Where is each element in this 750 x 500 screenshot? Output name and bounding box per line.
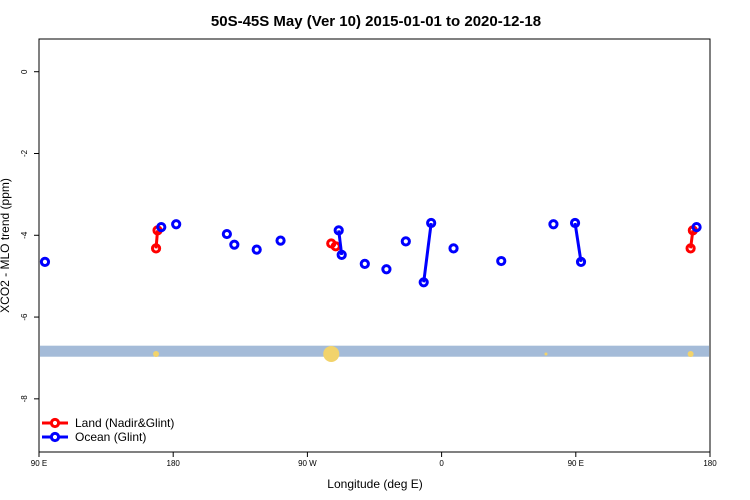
series-1-point-11 — [400, 236, 411, 247]
map-land-marker-0 — [153, 350, 160, 357]
map-strip — [40, 345, 709, 357]
y-tick-label-1: -2 — [20, 149, 29, 157]
x-tick-label-1: 180 — [167, 459, 181, 468]
y-tick-label-0: 0 — [20, 69, 29, 74]
chart-title: 50S-45S May (Ver 10) 2015-01-01 to 2020-… — [211, 13, 541, 30]
series-1-point-13 — [426, 217, 437, 229]
series-0-point-0 — [150, 243, 162, 254]
series-1-point-19 — [691, 221, 702, 233]
series-1-point-3 — [221, 228, 232, 240]
map-land-marker-1 — [323, 345, 340, 362]
series-1-point-17 — [569, 217, 581, 229]
y-tick-label-2: -4 — [20, 231, 29, 239]
series-1-point-9 — [359, 258, 370, 270]
legend-label-0: Land (Nadir&Glint) — [75, 416, 174, 430]
plot-area: 90 E 180 90 W 0 90 E 180 0 -2 -4 -6 -8 — [20, 38, 717, 468]
series-1-point-2 — [171, 219, 182, 230]
y-axis-label: XCO2 - MLO trend (ppm) — [0, 178, 12, 313]
series-1-segment-1 — [422, 222, 433, 283]
series-1-point-1 — [156, 221, 167, 233]
legend-label-1: Ocean (Glint) — [75, 430, 146, 444]
series-1-point-8 — [336, 249, 347, 261]
plot-frame — [38, 38, 711, 453]
map-land-marker-2 — [544, 352, 548, 356]
series-1-point-14 — [448, 243, 459, 254]
y-tick-label-3: -6 — [20, 313, 29, 321]
series-1-point-15 — [496, 255, 507, 267]
legend-marker-0 — [49, 417, 61, 429]
x-tick-label-4: 90 E — [568, 459, 584, 468]
series-1-point-16 — [548, 219, 559, 230]
y-tick-label-4: -8 — [20, 395, 29, 403]
series-1-point-6 — [275, 235, 286, 246]
map-land-marker-3 — [687, 350, 694, 357]
legend: Land (Nadir&Glint)Ocean (Glint) — [42, 416, 174, 444]
series-1-point-5 — [251, 244, 262, 255]
series-1-point-12 — [418, 277, 429, 288]
x-tick-label-5: 180 — [703, 459, 717, 468]
series-1-point-7 — [333, 225, 344, 236]
series-1-point-18 — [575, 256, 587, 267]
legend-marker-1 — [49, 431, 61, 443]
series-1-point-10 — [381, 264, 392, 275]
series-0-point-3 — [330, 241, 341, 252]
series-1-point-0 — [39, 256, 51, 267]
x-tick-label-0: 90 E — [31, 459, 47, 468]
x-tick-label-3: 0 — [439, 459, 444, 468]
series-1-point-4 — [229, 239, 240, 250]
series-0-point-4 — [685, 243, 696, 254]
x-axis-label: Longitude (deg E) — [327, 477, 422, 491]
series-1-segment-2 — [573, 222, 583, 263]
x-tick-label-2: 90 W — [298, 459, 317, 468]
